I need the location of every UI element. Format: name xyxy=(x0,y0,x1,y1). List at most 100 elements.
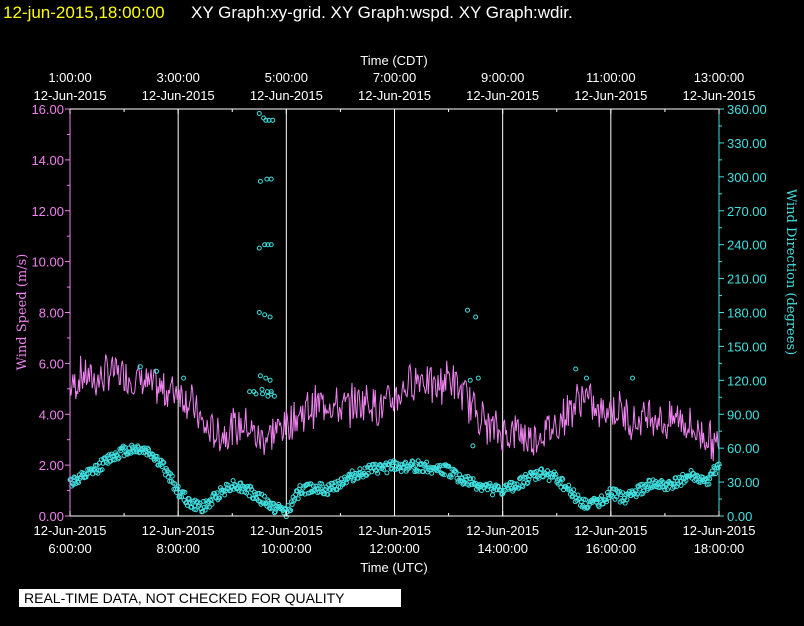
wind-direction-point xyxy=(260,391,265,397)
wind-direction-point xyxy=(630,375,635,381)
wind-direction-point xyxy=(516,485,522,491)
wind-direction-point xyxy=(403,459,408,465)
bottom-tick-date: 12-Jun-2015 xyxy=(466,523,539,538)
wind-direction-point xyxy=(349,468,355,474)
wind-direction-point xyxy=(267,314,273,320)
wind-direction-point xyxy=(669,481,675,487)
wind-direction-point xyxy=(453,469,459,475)
wind-direction-point xyxy=(559,475,565,481)
left-tick-label: 4.00 xyxy=(39,407,64,422)
wind-direction-point xyxy=(268,176,274,182)
top-tick-date: 12-Jun-2015 xyxy=(34,88,107,103)
wind-direction-point xyxy=(413,463,419,469)
wind-direction-point xyxy=(268,242,274,248)
wind-direction-point xyxy=(398,469,404,474)
wind-direction-point xyxy=(256,111,262,116)
wind-direction-point xyxy=(545,468,550,474)
wind-direction-point xyxy=(710,471,716,477)
wind-direction-point xyxy=(256,310,262,315)
header-graph-titles: XY Graph:xy-grid. XY Graph:wspd. XY Grap… xyxy=(191,3,573,22)
right-tick-label: 90.00 xyxy=(727,407,760,422)
wind-direction-point xyxy=(583,504,589,510)
wind-direction-point xyxy=(325,492,331,497)
wind-direction-point xyxy=(509,480,515,485)
wind-direction-point xyxy=(584,505,590,511)
wind-direction-point xyxy=(68,476,74,482)
wind-direction-point xyxy=(214,490,220,496)
top-tick-date: 12-Jun-2015 xyxy=(142,88,215,103)
wind-direction-point xyxy=(268,391,274,397)
wind-direction-point xyxy=(640,491,646,496)
wind-direction-point xyxy=(235,485,241,491)
wind-direction-point xyxy=(605,490,610,495)
wind-direction-point xyxy=(172,481,178,487)
top-tick-time: 1:00:00 xyxy=(48,70,91,85)
wind-direction-point xyxy=(175,484,181,489)
wind-direction-point xyxy=(246,493,252,499)
wind-direction-point xyxy=(470,443,476,449)
wind-direction-point xyxy=(355,475,361,481)
wind-direction-point xyxy=(206,504,212,510)
wind-direction-point xyxy=(265,242,271,248)
wind-direction-point xyxy=(244,490,250,496)
wind-direction-point xyxy=(584,375,589,381)
wind-direction-point xyxy=(624,497,630,503)
wind-direction-point xyxy=(256,491,262,496)
bottom-axis-title: Time (UTC) xyxy=(360,560,427,575)
wind-direction-point xyxy=(332,479,338,485)
bottom-tick-time: 6:00:00 xyxy=(48,541,91,556)
bottom-tick-time: 8:00:00 xyxy=(156,541,199,556)
wind-direction-point xyxy=(470,476,476,482)
wind-direction-point xyxy=(429,470,435,476)
right-tick-label: 60.00 xyxy=(727,441,760,456)
wind-direction-point xyxy=(475,375,481,381)
top-tick-time: 3:00:00 xyxy=(156,70,199,85)
wind-direction-point xyxy=(263,375,269,381)
top-tick-date: 12-Jun-2015 xyxy=(683,88,756,103)
left-tick-label: 16.00 xyxy=(31,102,64,117)
wind-direction-point xyxy=(249,487,255,493)
wind-direction-point xyxy=(179,494,184,500)
wind-direction-point xyxy=(288,499,294,505)
wind-direction-point xyxy=(328,480,334,486)
right-tick-label: 270.00 xyxy=(727,204,767,219)
right-tick-label: 240.00 xyxy=(727,238,767,253)
wind-direction-point xyxy=(268,500,274,506)
wind-direction-point xyxy=(326,482,332,488)
wind-direction-point xyxy=(683,478,689,483)
wind-direction-point xyxy=(539,466,544,472)
bottom-tick-time: 12:00:00 xyxy=(369,541,420,556)
grid-lines xyxy=(177,109,612,516)
bottom-tick-date: 12-Jun-2015 xyxy=(142,523,215,538)
wind-direction-point xyxy=(271,393,277,399)
tick-labels: 0.00 2.00 4.00 6.00 8.00 10.00 12.00 14.00 16.00… xyxy=(31,70,766,556)
wind-direction-point xyxy=(487,480,493,486)
axes xyxy=(65,108,724,517)
wind-direction-point xyxy=(256,245,262,251)
wind-direction-point xyxy=(678,483,684,488)
wind-direction-point xyxy=(466,482,472,488)
wind-direction-point xyxy=(257,178,263,184)
wind-direction-outliers xyxy=(137,111,635,449)
wind-direction-point xyxy=(604,499,610,505)
wind-direction-point xyxy=(583,497,588,503)
wind-direction-point xyxy=(490,492,495,498)
wind-direction-point xyxy=(523,472,528,477)
wind-direction-point xyxy=(248,484,254,490)
right-tick-label: 120.00 xyxy=(727,373,767,388)
wind-direction-point xyxy=(74,476,80,482)
wind-direction-point xyxy=(473,314,479,320)
right-tick-label: 360.00 xyxy=(727,102,767,117)
wind-direction-point xyxy=(154,453,160,459)
wind-direction-point xyxy=(207,497,213,503)
wind-direction-point xyxy=(706,481,712,487)
wind-direction-point xyxy=(230,478,236,484)
wind-direction-point xyxy=(437,462,443,468)
wind-direction-point xyxy=(662,487,668,493)
bottom-tick-date: 12-Jun-2015 xyxy=(574,523,647,538)
wind-speed-line xyxy=(69,354,720,462)
wind-direction-point xyxy=(134,449,140,455)
wind-direction-point xyxy=(99,467,105,473)
wind-direction-point xyxy=(181,375,187,381)
